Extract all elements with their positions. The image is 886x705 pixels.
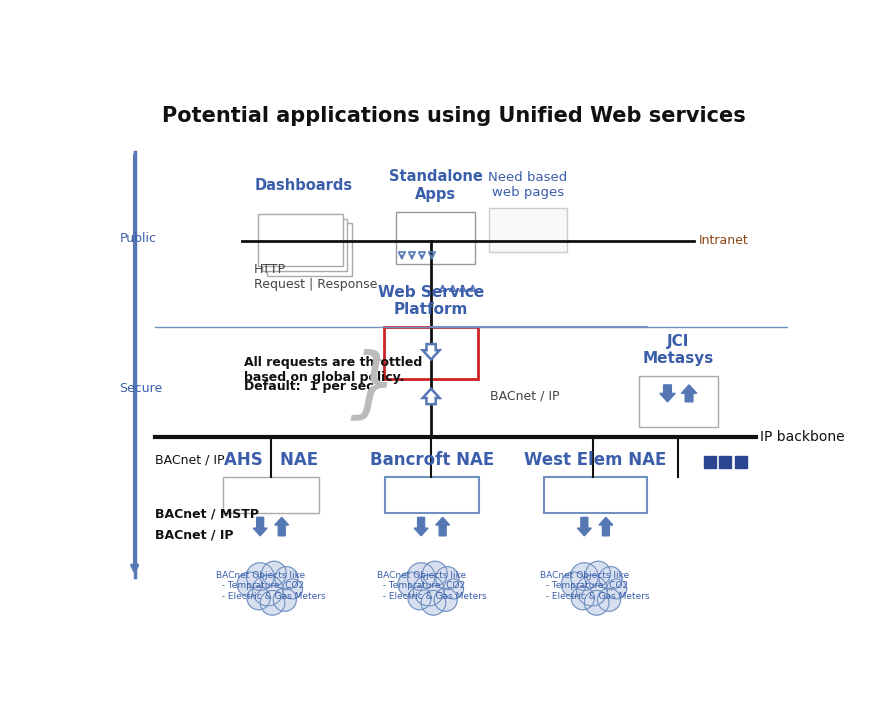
Circle shape bbox=[413, 575, 444, 606]
Text: JCI
Metasys: JCI Metasys bbox=[642, 334, 713, 367]
FancyArrow shape bbox=[422, 344, 439, 360]
Text: Dashboards: Dashboards bbox=[254, 178, 352, 193]
FancyArrow shape bbox=[598, 517, 612, 536]
Circle shape bbox=[237, 572, 261, 596]
Text: BACnet / MSTP: BACnet / MSTP bbox=[155, 508, 259, 521]
Text: Web Service
Platform: Web Service Platform bbox=[377, 285, 484, 317]
Text: }: } bbox=[349, 348, 397, 422]
Text: Default:  1 per sec: Default: 1 per sec bbox=[244, 379, 373, 393]
FancyBboxPatch shape bbox=[258, 214, 342, 266]
Circle shape bbox=[597, 588, 620, 611]
FancyBboxPatch shape bbox=[223, 477, 318, 513]
Circle shape bbox=[598, 567, 621, 589]
Circle shape bbox=[408, 587, 431, 610]
Circle shape bbox=[421, 591, 446, 615]
FancyBboxPatch shape bbox=[544, 477, 646, 513]
FancyBboxPatch shape bbox=[385, 477, 478, 513]
FancyBboxPatch shape bbox=[638, 376, 717, 427]
FancyBboxPatch shape bbox=[488, 208, 567, 252]
Circle shape bbox=[586, 561, 610, 586]
FancyBboxPatch shape bbox=[267, 223, 352, 276]
Circle shape bbox=[571, 587, 594, 610]
FancyBboxPatch shape bbox=[384, 327, 478, 379]
Text: IP backbone: IP backbone bbox=[759, 430, 843, 444]
Circle shape bbox=[398, 572, 422, 596]
Circle shape bbox=[570, 563, 597, 591]
Text: Standalone
Apps: Standalone Apps bbox=[388, 169, 482, 202]
Circle shape bbox=[435, 567, 458, 589]
Circle shape bbox=[253, 575, 283, 606]
Text: West Elem NAE: West Elem NAE bbox=[524, 450, 665, 469]
Circle shape bbox=[407, 563, 434, 591]
FancyBboxPatch shape bbox=[396, 212, 475, 264]
Text: BACnet Objects like
  - Temprature, CO2
  - Electric & Gas Meters: BACnet Objects like - Temprature, CO2 - … bbox=[377, 571, 486, 601]
Circle shape bbox=[576, 575, 607, 606]
Text: BACnet Objects like
  - Temprature, CO2
  - Electric & Gas Meters: BACnet Objects like - Temprature, CO2 - … bbox=[540, 571, 649, 601]
FancyArrow shape bbox=[422, 388, 439, 404]
Text: Secure: Secure bbox=[119, 382, 162, 396]
Text: BACnet Objects like
  - Temprature, CO2
  - Electric & Gas Meters: BACnet Objects like - Temprature, CO2 - … bbox=[216, 571, 325, 601]
Circle shape bbox=[422, 561, 447, 586]
Circle shape bbox=[261, 561, 286, 586]
Text: Bancroft NAE: Bancroft NAE bbox=[369, 450, 494, 469]
FancyArrow shape bbox=[435, 517, 449, 536]
FancyArrow shape bbox=[275, 517, 288, 536]
Text: Intranet: Intranet bbox=[697, 234, 747, 247]
Text: Need based
web pages: Need based web pages bbox=[488, 171, 567, 200]
Text: HTTP
Request | Response: HTTP Request | Response bbox=[253, 263, 377, 291]
FancyArrow shape bbox=[577, 517, 591, 536]
Text: BACnet / IP: BACnet / IP bbox=[490, 390, 559, 403]
Text: Public: Public bbox=[119, 232, 156, 245]
Circle shape bbox=[247, 587, 270, 610]
FancyArrow shape bbox=[253, 517, 267, 536]
Circle shape bbox=[246, 563, 274, 591]
FancyArrow shape bbox=[414, 517, 428, 536]
Circle shape bbox=[275, 567, 298, 589]
Circle shape bbox=[584, 591, 609, 615]
Text: Potential applications using Unified Web services: Potential applications using Unified Web… bbox=[162, 106, 745, 126]
Circle shape bbox=[606, 579, 626, 599]
Circle shape bbox=[273, 588, 296, 611]
FancyArrow shape bbox=[680, 385, 696, 402]
Circle shape bbox=[433, 588, 457, 611]
Text: BACnet / IP: BACnet / IP bbox=[155, 453, 225, 466]
FancyBboxPatch shape bbox=[262, 219, 346, 271]
Circle shape bbox=[561, 572, 586, 596]
Circle shape bbox=[443, 579, 462, 599]
Circle shape bbox=[260, 591, 284, 615]
Text: All requests are throttled
based on global policy.: All requests are throttled based on glob… bbox=[244, 357, 422, 384]
FancyArrow shape bbox=[659, 385, 674, 402]
Text: AHS   NAE: AHS NAE bbox=[223, 450, 318, 469]
Circle shape bbox=[282, 579, 302, 599]
Text: BACnet / IP: BACnet / IP bbox=[155, 529, 234, 541]
